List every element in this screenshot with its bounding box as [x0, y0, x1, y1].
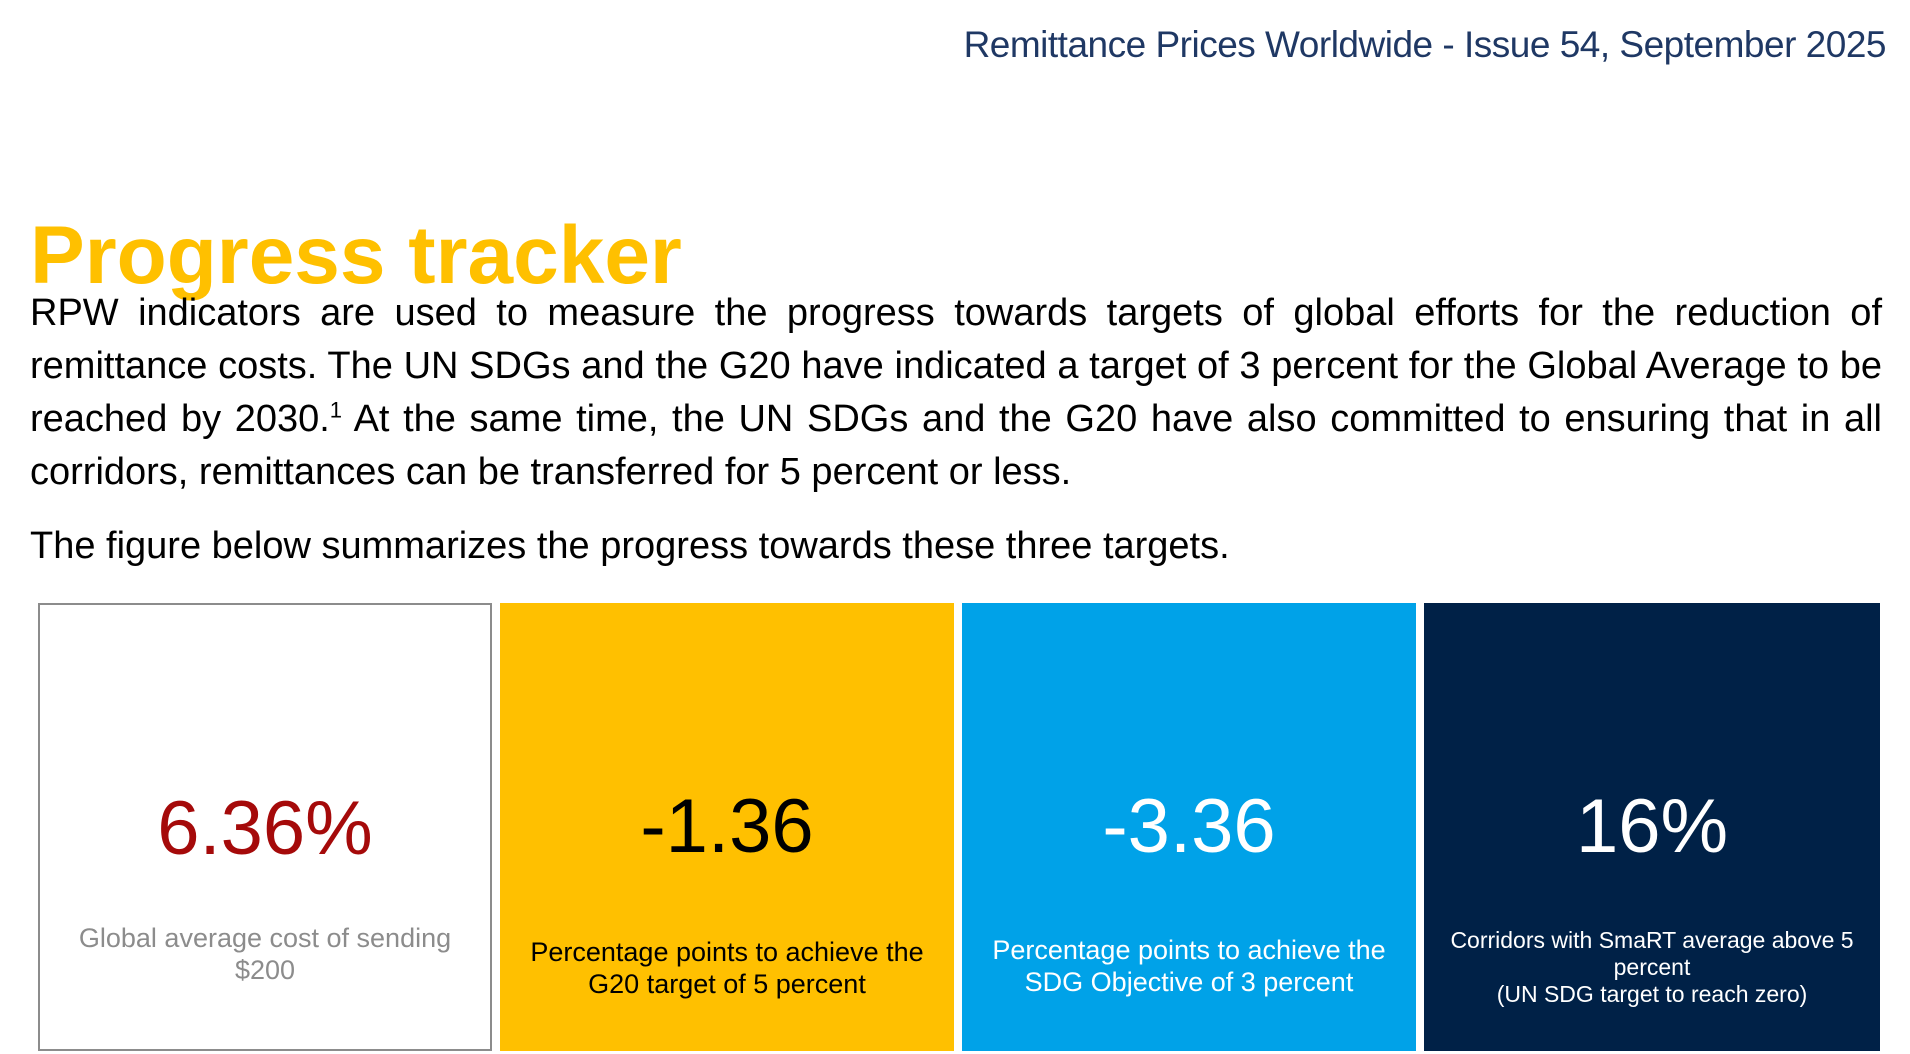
corridors-above-target-tile: 16% Corridors with SmaRT average above 5…: [1424, 603, 1880, 1051]
page-title: Progress tracker: [30, 209, 682, 301]
sdg-objective-gap-value: -3.36: [1102, 784, 1276, 869]
intro-paragraph: RPW indicators are used to measure the p…: [30, 287, 1882, 499]
progress-tiles: 6.36% Global average cost of sending $20…: [38, 603, 1880, 1051]
g20-target-gap-caption: Percentage points to achieve the G20 tar…: [530, 937, 924, 999]
global-average-cost-value: 6.36%: [157, 786, 373, 871]
global-average-cost-tile: 6.36% Global average cost of sending $20…: [38, 603, 492, 1051]
corridors-above-target-value: 16%: [1575, 784, 1729, 869]
corridors-caption-note: (UN SDG target to reach zero): [1496, 981, 1808, 1007]
g20-target-gap-value: -1.36: [640, 784, 814, 869]
intro-text: RPW indicators are used to measure the p…: [30, 292, 1882, 440]
intro-text-continued: At the same time, the UN SDGs and the G2…: [30, 398, 1883, 493]
corridors-caption-line: Corridors with SmaRT average above 5 per…: [1450, 927, 1854, 980]
publication-header: Remittance Prices Worldwide - Issue 54, …: [963, 24, 1887, 65]
figure-intro-paragraph: The figure below summarizes the progress…: [30, 525, 1230, 567]
corridors-above-target-caption: Corridors with SmaRT average above 5 per…: [1438, 927, 1866, 1008]
global-average-cost-caption: Global average cost of sending $200: [78, 923, 452, 985]
sdg-objective-gap-tile: -3.36 Percentage points to achieve the S…: [962, 603, 1416, 1051]
g20-target-gap-tile: -1.36 Percentage points to achieve the G…: [500, 603, 954, 1051]
footnote-reference[interactable]: 1: [329, 397, 343, 423]
sdg-objective-gap-caption: Percentage points to achieve the SDG Obj…: [992, 935, 1386, 997]
